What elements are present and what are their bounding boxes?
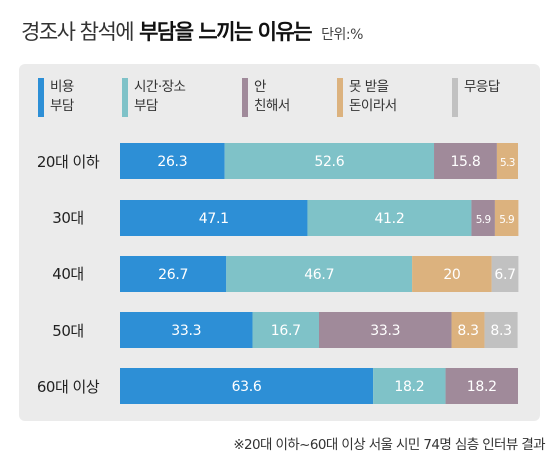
legend-label-time-place-1: 시간·장소: [134, 79, 186, 95]
bar-segment-cost-row-0: [120, 143, 225, 179]
data-label-not-close-row-1: 5.9: [476, 214, 491, 226]
bar-segment-no-answer-row-3: [484, 312, 518, 348]
data-label-no-return-row-3: 8.3: [457, 323, 478, 339]
legend-label-not-close-1: 안: [254, 79, 266, 95]
bar-segment-cost-row-3: [120, 312, 253, 348]
data-label-no-return-row-1: 5.9: [499, 214, 514, 226]
footnote: ※20대 이하~60대 이상 서울 시민 74명 심층 인터뷰 결과: [233, 437, 545, 453]
bar-segment-time-place-row-1: [307, 200, 472, 236]
legend-swatch-time-place: [122, 78, 128, 117]
category-label-60s: 60대 이상: [36, 378, 100, 396]
bar-segment-not-close-row-3: [319, 312, 452, 348]
bar-segment-cost-row-1: [120, 200, 308, 236]
data-label-time-place-row-1: 41.2: [374, 211, 404, 227]
data-label-cost-row-0: 26.3: [157, 154, 187, 170]
data-label-time-place-row-0: 52.6: [314, 154, 344, 170]
bar-segment-not-close-row-1: [471, 200, 495, 236]
data-label-cost-row-1: 47.1: [199, 211, 229, 227]
bar-segment-time-place-row-2: [226, 256, 413, 292]
data-label-not-close-row-0: 15.8: [450, 154, 480, 170]
bar-segment-cost-row-2: [120, 256, 227, 292]
bar-segment-no-return-row-0: [496, 143, 518, 179]
bar-segment-not-close-row-4: [445, 368, 518, 404]
title-bold-part: 부담을 느끼는 이유는: [139, 20, 313, 44]
data-label-no-return-row-2: 20: [443, 267, 460, 283]
bar-segment-no-return-row-3: [451, 312, 485, 348]
data-label-cost-row-2: 26.7: [158, 267, 188, 283]
data-label-no-answer-row-2: 6.7: [494, 267, 515, 283]
bar-segment-not-close-row-0: [434, 143, 497, 179]
category-label-50s: 50대: [52, 322, 84, 340]
legend-label-no-answer-1: 무응답: [464, 79, 500, 95]
data-label-not-close-row-4: 18.2: [467, 379, 497, 395]
chart-title: 경조사 참석에 부담을 느끼는 이유는 단위:%: [21, 16, 363, 46]
legend-swatch-no-answer: [452, 78, 458, 117]
legend-swatch-cost: [38, 78, 44, 117]
legend-label-cost-2: 부담: [50, 98, 74, 114]
bar-segment-time-place-row-3: [252, 312, 319, 348]
stacked-bar-chart: 26.3 52.6 15.8 5.3 47.1 41.2 5.9 5.9 26.7 46.7 20 6…: [120, 143, 519, 404]
legend-item-no-answer: 무응답: [452, 78, 500, 117]
data-label-time-place-row-4: 18.2: [394, 379, 424, 395]
data-label-no-return-row-0: 5.3: [500, 157, 515, 169]
title-normal-part: 경조사 참석에: [21, 20, 135, 44]
legend-swatch-no-return: [337, 78, 343, 117]
legend-label-cost-1: 비용: [50, 79, 74, 95]
bar-segment-time-place-row-0: [224, 143, 435, 179]
legend-label-no-return-1: 못 받을: [349, 79, 389, 95]
data-label-cost-row-3: 33.3: [171, 323, 201, 339]
bar-segment-no-return-row-1: [494, 200, 519, 236]
legend-label-no-return-2: 돈이라서: [349, 98, 397, 114]
legend-label-not-close-2: 친해서: [254, 98, 290, 114]
category-label-30s: 30대: [52, 209, 84, 227]
bar-segment-no-answer-row-2: [491, 256, 519, 292]
bar-segment-cost-row-4: [120, 368, 374, 404]
data-label-cost-row-4: 63.6: [232, 379, 262, 395]
data-label-no-answer-row-3: 8.3: [490, 323, 511, 339]
data-label-time-place-row-3: 16.7: [271, 323, 301, 339]
bar-segment-time-place-row-4: [373, 368, 446, 404]
bar-segment-no-return-row-2: [412, 256, 492, 292]
data-label-not-close-row-3: 33.3: [370, 323, 400, 339]
category-label-20s: 20대 이하: [36, 153, 100, 171]
unit-label: 단위:%: [321, 27, 363, 43]
legend-label-time-place-2: 부담: [134, 98, 158, 114]
category-label-40s: 40대: [52, 265, 84, 283]
data-label-time-place-row-2: 46.7: [304, 267, 334, 283]
legend-swatch-not-close: [242, 78, 248, 117]
